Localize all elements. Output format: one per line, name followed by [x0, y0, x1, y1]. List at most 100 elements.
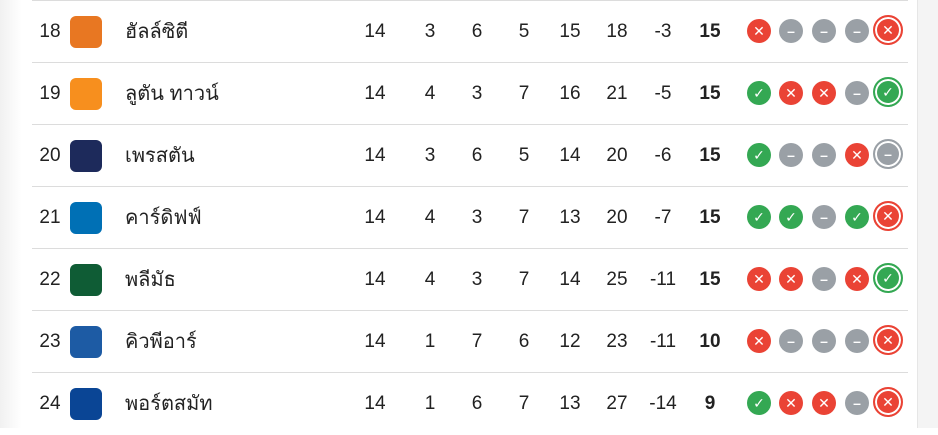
stat-pts: 15 — [699, 83, 721, 104]
team-name[interactable]: เพรสตัน — [125, 145, 195, 167]
team-name[interactable]: พลีมัธ — [125, 269, 176, 291]
stat-w: 3 — [424, 21, 436, 42]
stat-d: 6 — [471, 393, 483, 414]
stat-gf: 14 — [559, 269, 581, 290]
form-cross-icon[interactable]: ✕ — [747, 19, 771, 43]
stat-d: 6 — [471, 145, 483, 166]
rank: 18 — [39, 21, 61, 42]
rank: 20 — [39, 145, 61, 166]
table-row[interactable]: 22 พลีมัธ 14 4 3 7 14 25 -11 15 ✕ ✕ – ✕ ✓ — [32, 248, 908, 310]
stat-w: 1 — [424, 331, 436, 352]
table-row[interactable]: 18 ฮัลล์ซิตี 14 3 6 5 15 18 -3 15 ✕ – – – ✕ — [32, 0, 908, 62]
rank: 23 — [39, 331, 61, 352]
rank: 19 — [39, 83, 61, 104]
stat-gf: 12 — [559, 331, 581, 352]
form-check-icon[interactable]: ✓ — [747, 391, 771, 415]
stat-d: 6 — [471, 21, 483, 42]
form-check-icon[interactable]: ✓ — [747, 143, 771, 167]
left-edge — [0, 0, 22, 428]
team-name[interactable]: พอร์ตสมัท — [125, 393, 213, 415]
form-minus-icon[interactable]: – — [779, 143, 803, 167]
form-cross-icon[interactable]: ✕ — [747, 329, 771, 353]
form-minus-icon[interactable]: – — [812, 205, 836, 229]
stat-w: 3 — [424, 145, 436, 166]
form-check-icon[interactable]: ✓ — [873, 263, 903, 293]
form-cross-icon[interactable]: ✕ — [779, 81, 803, 105]
stat-l: 5 — [518, 145, 530, 166]
stat-ga: 20 — [606, 207, 628, 228]
form-minus-icon[interactable]: – — [779, 329, 803, 353]
form-cross-icon[interactable]: ✕ — [812, 391, 836, 415]
stat-l: 7 — [518, 83, 530, 104]
form-cross-icon[interactable]: ✕ — [873, 325, 903, 355]
stat-pts: 15 — [699, 207, 721, 228]
stat-p: 14 — [364, 83, 386, 104]
stat-p: 14 — [364, 331, 386, 352]
stat-ga: 25 — [606, 269, 628, 290]
stat-p: 14 — [364, 207, 386, 228]
team-logo — [70, 326, 102, 358]
stat-p: 14 — [364, 393, 386, 414]
form-minus-icon[interactable]: – — [812, 143, 836, 167]
form-minus-icon[interactable]: – — [812, 267, 836, 291]
team-name[interactable]: คิวพีอาร์ — [125, 331, 197, 353]
form-check-icon[interactable]: ✓ — [747, 81, 771, 105]
table-row[interactable]: 24 พอร์ตสมัท 14 1 6 7 13 27 -14 9 ✓ ✕ ✕ – ✕ — [32, 372, 908, 434]
table-row[interactable]: 19 ลูตัน ทาวน์ 14 4 3 7 16 21 -5 15 ✓ ✕ ✕ – ✓ — [32, 62, 908, 124]
team-name[interactable]: ลูตัน ทาวน์ — [125, 83, 219, 105]
form-cross-icon[interactable]: ✕ — [873, 387, 903, 417]
stat-gf: 13 — [559, 393, 581, 414]
stat-l: 7 — [518, 269, 530, 290]
stat-d: 3 — [471, 269, 483, 290]
stat-gf: 13 — [559, 207, 581, 228]
stat-d: 7 — [471, 331, 483, 352]
form-minus-icon[interactable]: – — [873, 139, 903, 169]
stat-ga: 23 — [606, 331, 628, 352]
form-cross-icon[interactable]: ✕ — [747, 267, 771, 291]
form-cross-icon[interactable]: ✕ — [845, 267, 869, 291]
form-cross-icon[interactable]: ✕ — [779, 267, 803, 291]
team-logo — [70, 16, 102, 48]
team-name[interactable]: ฮัลล์ซิตี — [125, 21, 189, 43]
stat-d: 3 — [471, 207, 483, 228]
form-check-icon[interactable]: ✓ — [747, 205, 771, 229]
form-check-icon[interactable]: ✓ — [873, 77, 903, 107]
form-check-icon[interactable]: ✓ — [845, 205, 869, 229]
stat-p: 14 — [364, 21, 386, 42]
stat-l: 7 — [518, 207, 530, 228]
stat-w: 4 — [424, 83, 436, 104]
stat-gd: -11 — [649, 269, 677, 290]
team-logo — [70, 388, 102, 420]
form-minus-icon[interactable]: – — [845, 329, 869, 353]
team-name[interactable]: คาร์ดิฟฟ์ — [125, 207, 202, 229]
stat-ga: 21 — [606, 83, 628, 104]
scrollbar-track[interactable] — [917, 0, 938, 428]
stat-d: 3 — [471, 83, 483, 104]
form-cross-icon[interactable]: ✕ — [873, 201, 903, 231]
table-row[interactable]: 20 เพรสตัน 14 3 6 5 14 20 -6 15 ✓ – – ✕ – — [32, 124, 908, 186]
form-minus-icon[interactable]: – — [812, 329, 836, 353]
form-minus-icon[interactable]: – — [845, 19, 869, 43]
form-minus-icon[interactable]: – — [845, 391, 869, 415]
rank: 21 — [39, 207, 61, 228]
stat-p: 14 — [364, 269, 386, 290]
stat-l: 7 — [518, 393, 530, 414]
stat-gd: -5 — [654, 83, 672, 104]
form-minus-icon[interactable]: – — [779, 19, 803, 43]
table-row[interactable]: 21 คาร์ดิฟฟ์ 14 4 3 7 13 20 -7 15 ✓ ✓ – ✓ ✕ — [32, 186, 908, 248]
form-cross-icon[interactable]: ✕ — [873, 15, 903, 45]
stat-l: 6 — [518, 331, 530, 352]
form-cross-icon[interactable]: ✕ — [812, 81, 836, 105]
stat-w: 4 — [424, 207, 436, 228]
table-row[interactable]: 23 คิวพีอาร์ 14 1 7 6 12 23 -11 10 ✕ – – – ✕ — [32, 310, 908, 372]
stat-gd: -3 — [654, 21, 672, 42]
form-check-icon[interactable]: ✓ — [779, 205, 803, 229]
stat-l: 5 — [518, 21, 530, 42]
stat-pts: 15 — [699, 269, 721, 290]
form-cross-icon[interactable]: ✕ — [779, 391, 803, 415]
stat-p: 14 — [364, 145, 386, 166]
form-cross-icon[interactable]: ✕ — [845, 143, 869, 167]
stat-gd: -6 — [654, 145, 672, 166]
form-minus-icon[interactable]: – — [845, 81, 869, 105]
form-minus-icon[interactable]: – — [812, 19, 836, 43]
